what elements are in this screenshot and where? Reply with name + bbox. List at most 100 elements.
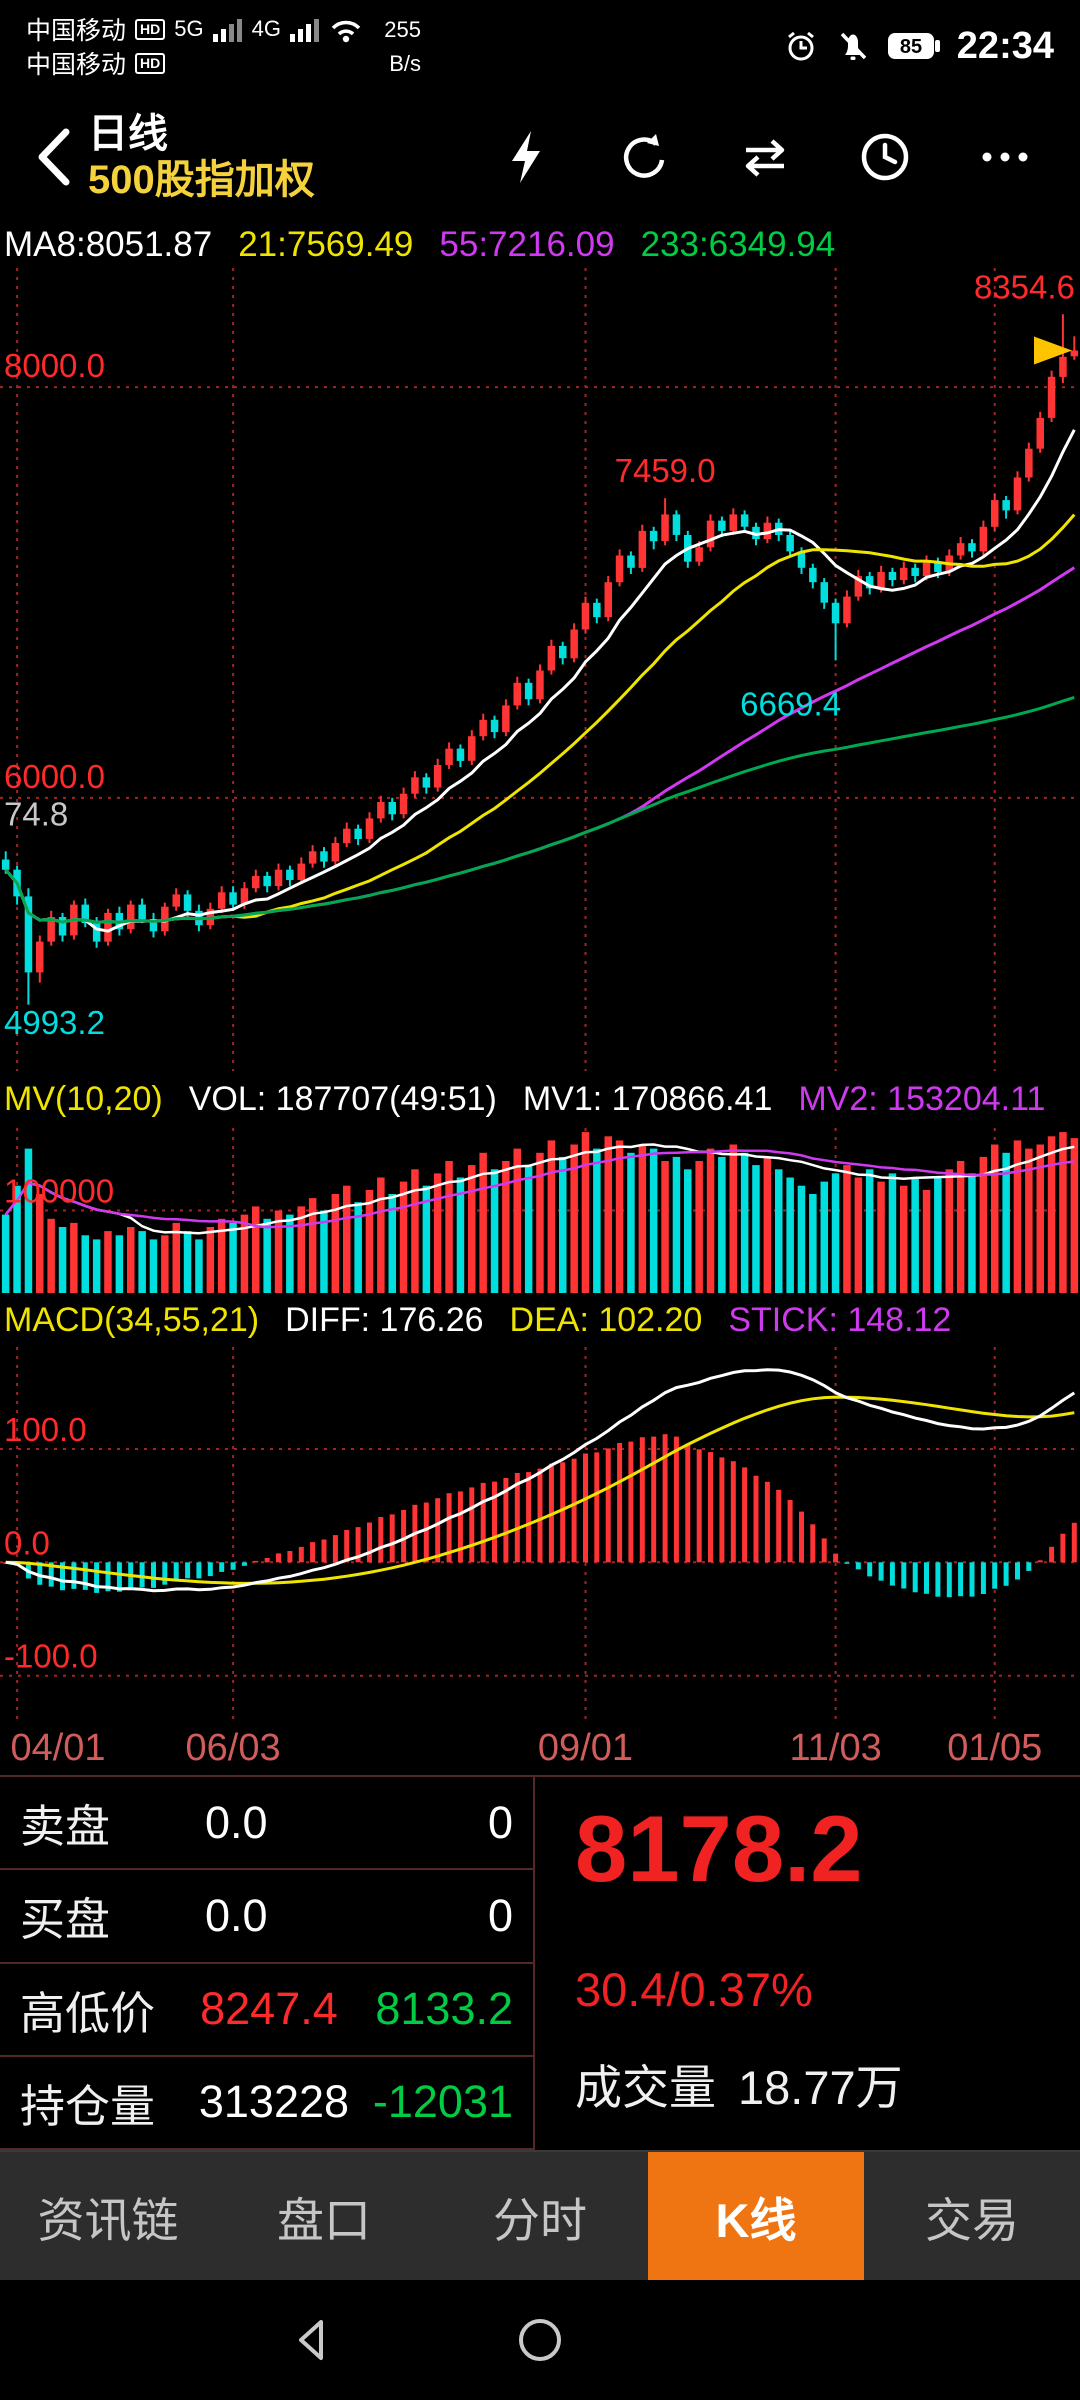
quote-info-table: 卖盘 0.0 0 买盘 0.0 0 高低价 8247.4 8133.2 持仓量 … (0, 1777, 535, 2150)
notifications-off-icon (840, 32, 867, 60)
signal-bars-icon-2 (289, 19, 319, 42)
volume-chart[interactable]: 100000 (0, 1128, 1080, 1293)
alarm-icon (787, 31, 814, 61)
volume-legend-row: MV(10,20) VOL: 187707(49:51) MV1: 170866… (0, 1071, 1080, 1128)
last-price: 8178.2 (575, 1796, 863, 1901)
date-tick: 01/05 (947, 1727, 1043, 1769)
sync-button[interactable] (736, 128, 794, 186)
tab-intraday[interactable]: 分时 (493, 2193, 587, 2247)
back-button[interactable] (18, 112, 88, 202)
bottom-tab-bar: 资讯链 盘口 分时 K线 交易 (0, 2150, 1080, 2280)
more-dots-icon (982, 152, 1028, 162)
hd-badge-1: HD (135, 18, 166, 40)
ma-legend-row: MA8:8051.87 21:7569.49 55:7216.09 233:63… (0, 222, 1080, 268)
carrier-1-label: 中国移动 (26, 17, 127, 45)
status-right: 85 22:34 (783, 25, 1054, 68)
network-type-5g: 5G (174, 16, 204, 41)
date-tick: 11/03 (789, 1727, 882, 1769)
symbol-name: 500股指加权 (88, 158, 315, 202)
nav-home-button[interactable] (512, 2312, 568, 2368)
chart-period-label[interactable]: 日线 (88, 112, 168, 156)
signal-bars-icon-1 (212, 19, 242, 42)
wifi-icon (331, 20, 361, 43)
tab-news[interactable]: 资讯链 (37, 2193, 179, 2247)
net-speed-value: 255 (384, 16, 421, 42)
flash-icon (512, 131, 540, 183)
battery-level: 85 (900, 36, 922, 58)
volume-label: 成交量 (575, 2061, 716, 2115)
price-change: 30.4/0.37% (575, 1963, 813, 2017)
macd-chart[interactable]: 100.0 0.0 -100.0 (0, 1347, 1080, 1721)
svg-text:7459.0: 7459.0 (615, 452, 716, 489)
macd-dea-value: DEA: 102.20 (509, 1300, 703, 1339)
cloud-refresh-button[interactable] (616, 128, 674, 186)
svg-text:-100.0: -100.0 (4, 1638, 98, 1675)
buy-label: 买盘 (20, 1894, 111, 1946)
tab-order-book[interactable]: 盘口 (277, 2193, 371, 2247)
last-price-panel: 8178.2 30.4/0.37% 成交量 18.77万 (535, 1777, 1080, 2150)
battery-icon: 85 (887, 33, 940, 59)
nav-back-button[interactable] (285, 2312, 341, 2368)
candlestick-chart[interactable]: 8000.0 6000.0 8354.6 7459.0 6669.4 74.8 4993.2 (0, 268, 1080, 1071)
android-nav-bar (0, 2280, 1080, 2400)
sell-label: 卖盘 (20, 1801, 111, 1853)
svg-text:100000: 100000 (4, 1173, 114, 1210)
ma21-value: 21:7569.49 (238, 225, 414, 264)
tab-trade[interactable]: 交易 (925, 2193, 1019, 2247)
sell-price: 0.0 (205, 1796, 268, 1848)
buy-price: 0.0 (205, 1889, 268, 1941)
buy-qty: 0 (487, 1889, 513, 1941)
open-interest-change: -12031 (372, 2076, 513, 2128)
date-tick: 06/03 (185, 1727, 281, 1769)
status-bar: 中国移动 HD 5G 4G 255 中国移动 HD B/s 85 22:34 (0, 0, 1080, 92)
ma8-value: MA8:8051.87 (4, 225, 213, 264)
history-clock-icon (861, 133, 909, 181)
open-interest-value: 313228 (198, 2076, 350, 2128)
vol-value: VOL: 187707(49:51) (188, 1080, 497, 1118)
volume-value: 18.77万 (738, 2061, 903, 2115)
low-price: 8133.2 (375, 1983, 513, 2035)
tab-kline[interactable]: K线 (648, 2152, 864, 2280)
flash-refresh-button[interactable] (498, 127, 554, 187)
open-interest-label: 持仓量 (20, 2080, 156, 2132)
svg-text:6000.0: 6000.0 (4, 758, 105, 795)
svg-text:8000.0: 8000.0 (4, 347, 105, 384)
svg-text:100.0: 100.0 (4, 1411, 87, 1448)
high-low-label: 高低价 (20, 1987, 156, 2039)
macd-diff-value: DIFF: 176.26 (285, 1300, 484, 1339)
sell-row: 卖盘 0.0 0 (0, 1777, 533, 1871)
carrier-2-label: 中国移动 (26, 51, 127, 79)
date-tick: 09/01 (537, 1727, 634, 1769)
status-left: 中国移动 HD 5G 4G 255 中国移动 HD B/s (26, 12, 421, 80)
history-button[interactable] (856, 128, 914, 186)
svg-text:0.0: 0.0 (4, 1524, 50, 1561)
network-type-4g: 4G (251, 16, 281, 41)
svg-text:74.8: 74.8 (4, 796, 68, 833)
back-chevron-icon (38, 128, 70, 186)
svg-text:4993.2: 4993.2 (4, 1004, 105, 1041)
ma233-value: 233:6349.94 (640, 225, 836, 264)
app-header: 日线 500股指加权 (0, 92, 1080, 222)
mv2-value: MV2: 153204.11 (798, 1080, 1046, 1118)
open-interest-row: 持仓量 313228 -12031 (0, 2057, 533, 2150)
date-tick: 04/01 (10, 1727, 106, 1769)
title-block: 日线 500股指加权 (88, 111, 315, 203)
hd-badge-2: HD (135, 52, 166, 74)
date-axis: 04/01 06/03 09/01 11/03 01/05 (0, 1721, 1080, 1775)
header-toolbar (498, 127, 1062, 187)
svg-text:6669.4: 6669.4 (740, 685, 841, 722)
cloud-refresh-icon (623, 134, 665, 178)
sell-qty: 0 (487, 1796, 513, 1848)
more-button[interactable] (976, 128, 1034, 186)
macd-legend-row: MACD(34,55,21) DIFF: 176.26 DEA: 102.20 … (0, 1293, 1080, 1347)
net-speed-unit: B/s (389, 50, 421, 76)
high-low-row: 高低价 8247.4 8133.2 (0, 1964, 533, 2057)
mv1-value: MV1: 170866.41 (522, 1080, 773, 1118)
macd-params: MACD(34,55,21) (4, 1300, 260, 1339)
quote-info-panel: 卖盘 0.0 0 买盘 0.0 0 高低价 8247.4 8133.2 持仓量 … (0, 1775, 1080, 2150)
sync-icon (745, 139, 785, 177)
clock-time: 22:34 (956, 24, 1054, 67)
ma55-value: 55:7216.09 (439, 225, 615, 264)
mv-params: MV(10,20) (4, 1080, 163, 1118)
